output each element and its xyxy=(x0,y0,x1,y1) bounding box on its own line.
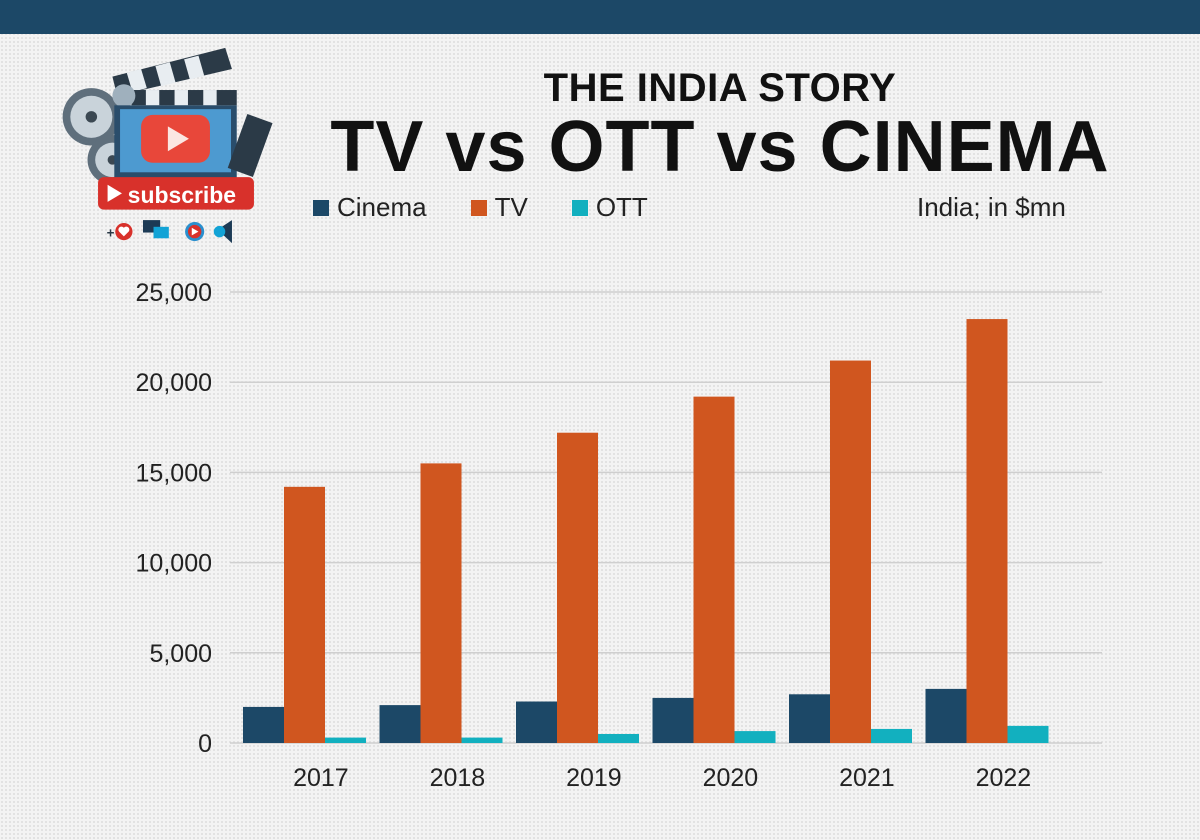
bar-tv-2019 xyxy=(557,432,598,743)
bar-tv-2018 xyxy=(420,463,462,743)
x-tick-label: 2020 xyxy=(703,764,759,792)
legend-item-ott: OTT xyxy=(571,192,648,223)
y-tick-label: 20,000 xyxy=(136,369,212,397)
x-tick-label: 2022 xyxy=(976,764,1032,792)
bar-ott-2022 xyxy=(1007,725,1049,743)
y-tick-label: 10,000 xyxy=(136,550,212,578)
legend-swatch-cinema xyxy=(313,199,329,216)
x-tick-label: 2019 xyxy=(566,764,622,792)
megaphone-icon xyxy=(213,220,232,244)
y-tick-label: 15,000 xyxy=(136,459,212,487)
bar-cinema-2021 xyxy=(789,694,830,743)
bar-ott-2017 xyxy=(325,737,366,743)
bar-cinema-2019 xyxy=(516,701,557,743)
record-button-icon xyxy=(185,222,205,242)
subscribe-logo: subscribe + xyxy=(62,47,273,244)
bar-tv-2020 xyxy=(693,396,735,743)
svg-text:+: + xyxy=(107,225,115,240)
bar-tv-2021 xyxy=(830,360,871,743)
bar-tv-2022 xyxy=(966,319,1008,743)
bar-tv-2017 xyxy=(284,486,325,743)
chat-bubbles-icon xyxy=(143,220,169,239)
legend-label-cinema: Cinema xyxy=(337,192,427,222)
y-tick-label: 5,000 xyxy=(149,640,212,668)
y-tick-label: 25,000 xyxy=(136,279,212,307)
x-tick-label: 2017 xyxy=(293,764,349,792)
top-bar xyxy=(0,0,1200,34)
legend-label-tv: TV xyxy=(494,192,528,222)
heart-icon: + xyxy=(107,222,133,240)
bar-cinema-2022 xyxy=(925,688,967,743)
legend-swatch-ott xyxy=(571,199,588,216)
legend-swatch-tv xyxy=(470,199,487,216)
play-button-icon xyxy=(141,114,210,163)
bar-ott-2020 xyxy=(734,731,776,743)
bar-ott-2019 xyxy=(598,733,639,743)
legend-item-tv: TV xyxy=(470,192,528,223)
x-tick-label: 2018 xyxy=(430,764,486,792)
bar-ott-2021 xyxy=(871,728,912,743)
chart-title: TV vs OTT vs CINEMA xyxy=(330,107,1110,187)
unit-note: India; in $mn xyxy=(917,192,1066,222)
bar-cinema-2018 xyxy=(379,705,421,743)
subscribe-label: subscribe xyxy=(128,182,236,208)
chart-subtitle: THE INDIA STORY xyxy=(543,66,897,110)
bar-cinema-2017 xyxy=(243,706,284,743)
x-tick-label: 2021 xyxy=(839,764,895,792)
legend: Cinema TV OTT xyxy=(313,192,692,223)
legend-item-cinema: Cinema xyxy=(313,192,427,223)
subscribe-badge: subscribe xyxy=(98,177,254,210)
y-tick-label: 0 xyxy=(198,730,212,758)
bar-ott-2018 xyxy=(461,737,503,743)
legend-label-ott: OTT xyxy=(595,192,648,222)
bar-cinema-2020 xyxy=(652,697,694,743)
